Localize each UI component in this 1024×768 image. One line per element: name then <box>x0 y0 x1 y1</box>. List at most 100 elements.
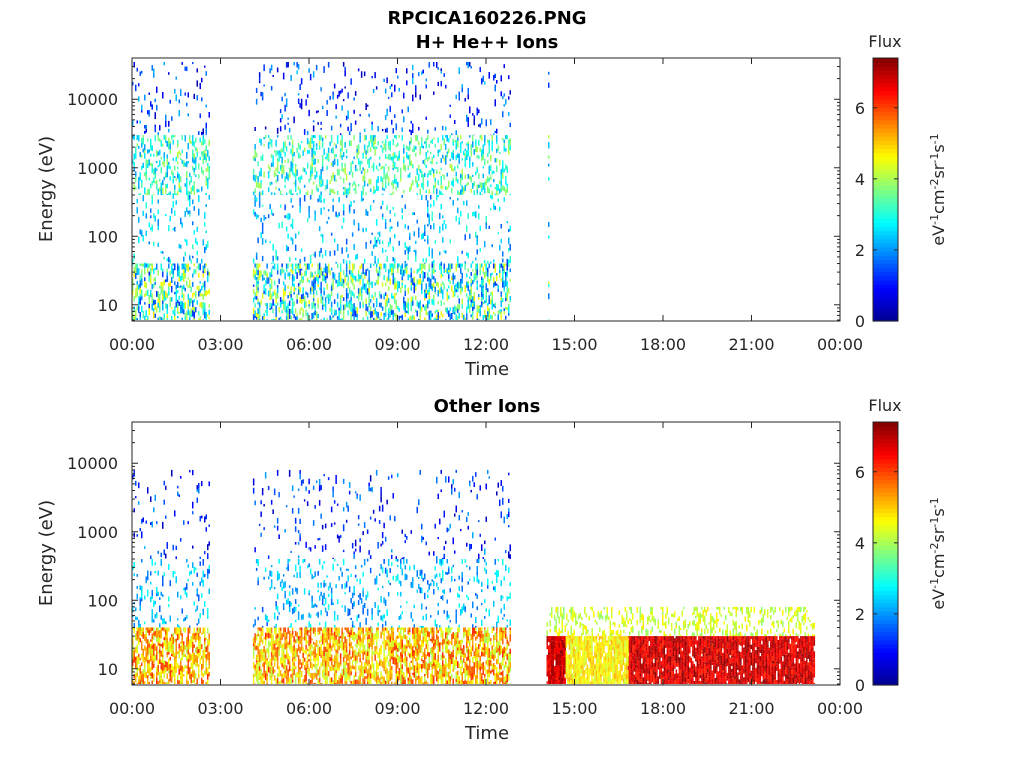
flux-pixel <box>267 646 270 652</box>
flux-pixel <box>500 91 502 97</box>
flux-pixel <box>421 269 423 274</box>
flux-pixel <box>290 308 292 314</box>
flux-pixel <box>285 172 288 179</box>
flux-pixel <box>321 669 324 675</box>
flux-pixel <box>207 627 209 632</box>
flux-pixel <box>368 670 370 677</box>
flux-pixel <box>508 112 510 116</box>
flux-pixel <box>419 146 421 152</box>
flux-pixel <box>207 639 209 643</box>
flux-pixel <box>384 299 387 306</box>
flux-pixel <box>330 232 333 236</box>
flux-pixel <box>297 661 300 668</box>
flux-pixel <box>391 650 393 654</box>
flux-pixel <box>201 151 203 156</box>
flux-pixel <box>372 263 375 266</box>
flux-pixel <box>502 271 504 277</box>
flux-pixel <box>163 158 165 162</box>
flux-pixel <box>132 316 134 320</box>
flux-pixel <box>437 636 439 640</box>
flux-pixel <box>350 305 352 312</box>
flux-pixel <box>178 312 180 315</box>
flux-pixel <box>145 319 147 320</box>
flux-pixel <box>294 174 297 180</box>
flux-pixel <box>449 313 451 317</box>
flux-pixel <box>353 181 355 185</box>
flux-pixel <box>178 99 180 104</box>
flux-pixel <box>464 234 466 241</box>
flux-pixel <box>412 656 414 663</box>
flux-pixel <box>407 677 409 681</box>
flux-pixel <box>384 145 387 152</box>
flux-pixel <box>421 676 423 683</box>
flux-pixel <box>350 627 352 630</box>
flux-pixel <box>290 223 292 227</box>
flux-pixel <box>159 160 161 167</box>
flux-pixel <box>415 657 417 662</box>
flux-pixel <box>372 186 375 192</box>
flux-pixel <box>445 224 447 229</box>
flux-pixel <box>190 636 192 642</box>
flux-pixel <box>368 158 370 161</box>
flux-pixel <box>421 631 423 634</box>
flux-pixel <box>306 627 309 630</box>
flux-pixel <box>284 204 286 211</box>
flux-pixel <box>196 663 198 667</box>
flux-pixel <box>187 641 189 645</box>
flux-pixel <box>257 314 259 319</box>
flux-pixel <box>332 632 334 636</box>
flux-pixel <box>485 282 487 285</box>
flux-pixel <box>470 302 472 308</box>
flux-pixel <box>439 263 441 270</box>
flux-pixel <box>290 668 292 671</box>
x-tick-label: 09:00 <box>374 335 420 354</box>
flux-pixel <box>303 675 306 680</box>
flux-pixel <box>395 658 397 665</box>
flux-pixel <box>330 635 333 640</box>
flux-pixel <box>291 218 294 226</box>
flux-pixel <box>374 308 376 312</box>
flux-pixel <box>494 158 496 163</box>
flux-pixel <box>427 300 429 307</box>
flux-pixel <box>384 263 387 269</box>
flux-pixel <box>375 627 378 632</box>
flux-pixel <box>406 80 408 86</box>
flux-pixel <box>282 72 285 80</box>
flux-pixel <box>383 682 385 684</box>
flux-pixel <box>442 289 444 295</box>
flux-pixel <box>282 148 285 153</box>
flux-pixel <box>276 678 279 684</box>
flux-pixel <box>208 660 210 666</box>
flux-pixel <box>503 104 505 107</box>
flux-pixel <box>433 223 435 230</box>
flux-pixel <box>309 649 312 656</box>
flux-pixel <box>415 284 417 287</box>
flux-pixel <box>374 670 376 678</box>
flux-pixel <box>147 163 149 168</box>
flux-pixel <box>478 139 480 146</box>
flux-pixel <box>288 300 291 306</box>
flux-pixel <box>487 261 489 264</box>
flux-pixel <box>500 278 502 282</box>
flux-pixel <box>481 286 483 293</box>
flux-pixel <box>412 212 414 216</box>
flux-pixel <box>199 292 201 297</box>
flux-pixel <box>464 162 466 168</box>
flux-pixel <box>484 263 486 267</box>
flux-pixel <box>377 272 379 277</box>
flux-pixel <box>282 269 285 273</box>
flux-pixel <box>314 303 316 306</box>
flux-pixel <box>372 672 375 676</box>
flux-pixel <box>136 306 138 311</box>
flux-pixel <box>318 262 321 264</box>
flux-pixel <box>339 653 342 659</box>
flux-pixel <box>290 640 292 648</box>
flux-pixel <box>291 311 294 315</box>
flux-pixel <box>548 142 550 149</box>
flux-pixel <box>476 275 478 279</box>
flux-pixel <box>306 654 309 661</box>
flux-pixel <box>199 646 201 651</box>
flux-pixel <box>190 176 192 183</box>
flux-pixel <box>457 661 459 668</box>
flux-pixel <box>479 310 481 317</box>
